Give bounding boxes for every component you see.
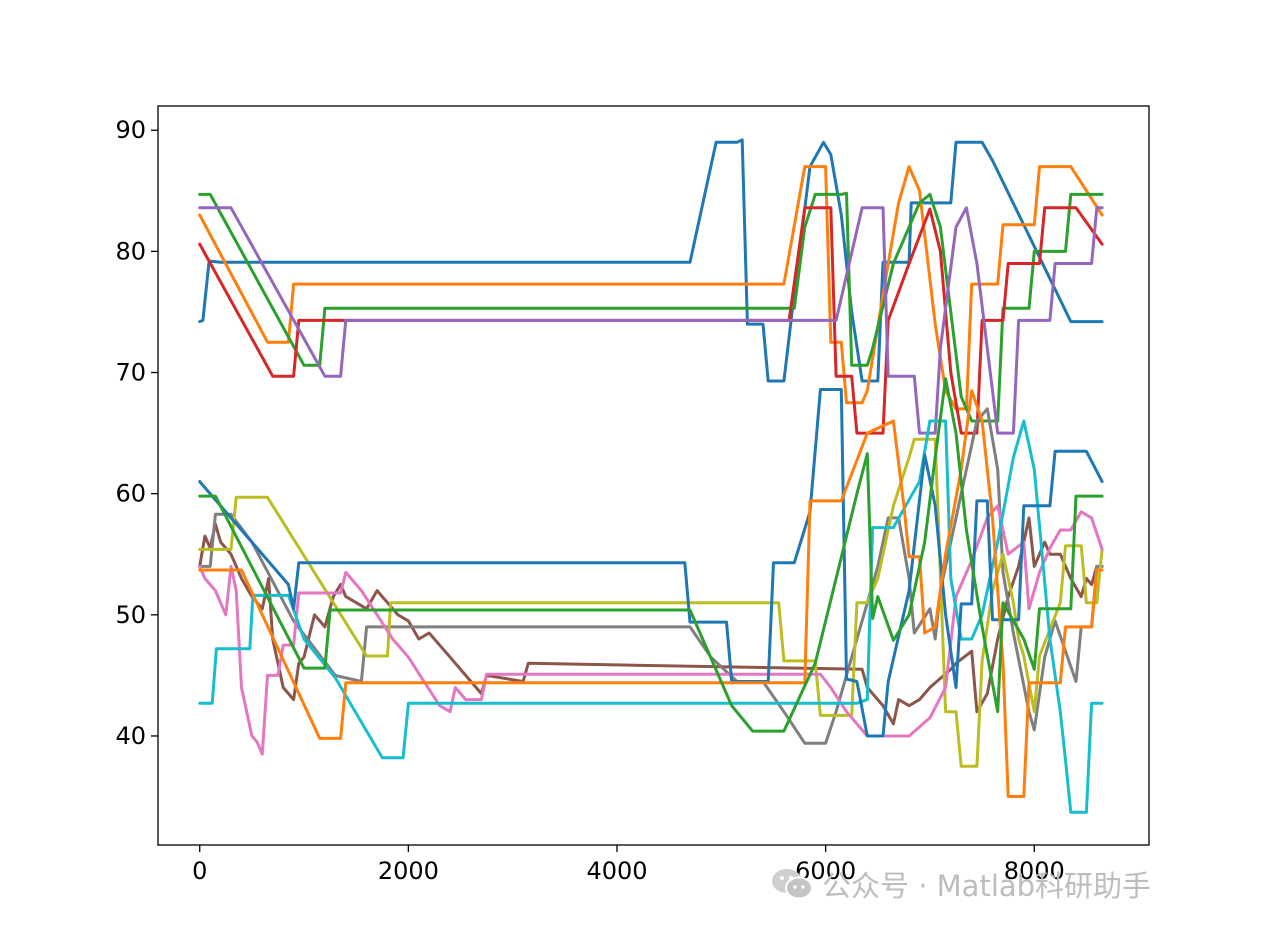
series-line-8	[198, 437, 1104, 768]
series-line-1	[198, 138, 1104, 383]
series-line-9	[198, 504, 1104, 756]
watermark-text: 公众号 · Matlab科研助手	[822, 869, 1152, 903]
wechat-icon	[772, 869, 813, 900]
x-tick-label: 2000	[378, 857, 439, 885]
series-line-13	[198, 377, 1104, 733]
series-line-6	[198, 516, 1104, 726]
series-line-12	[198, 389, 1104, 798]
y-tick-label: 90	[115, 116, 146, 144]
series-layer	[198, 138, 1104, 814]
y-tick-label: 70	[115, 359, 146, 387]
axes-frame	[157, 105, 1150, 846]
y-axis: 40 50 60 70 80 90	[115, 116, 158, 750]
y-tick-label: 40	[115, 722, 146, 750]
x-tick-label: 8000	[1004, 857, 1065, 885]
series-line-5	[198, 206, 1104, 435]
x-tick-label: 4000	[586, 857, 647, 885]
series-line-7	[198, 407, 1104, 745]
series-line-2	[198, 165, 1104, 411]
y-tick-label: 50	[115, 601, 146, 629]
series-line-10	[198, 419, 1104, 814]
y-tick-label: 60	[115, 480, 146, 508]
watermark: 公众号 · Matlab科研助手	[768, 866, 1152, 903]
x-axis: 0 2000 4000 6000 8000	[192, 845, 1065, 885]
x-tick-label: 0	[192, 857, 207, 885]
y-tick-label: 80	[115, 237, 146, 265]
